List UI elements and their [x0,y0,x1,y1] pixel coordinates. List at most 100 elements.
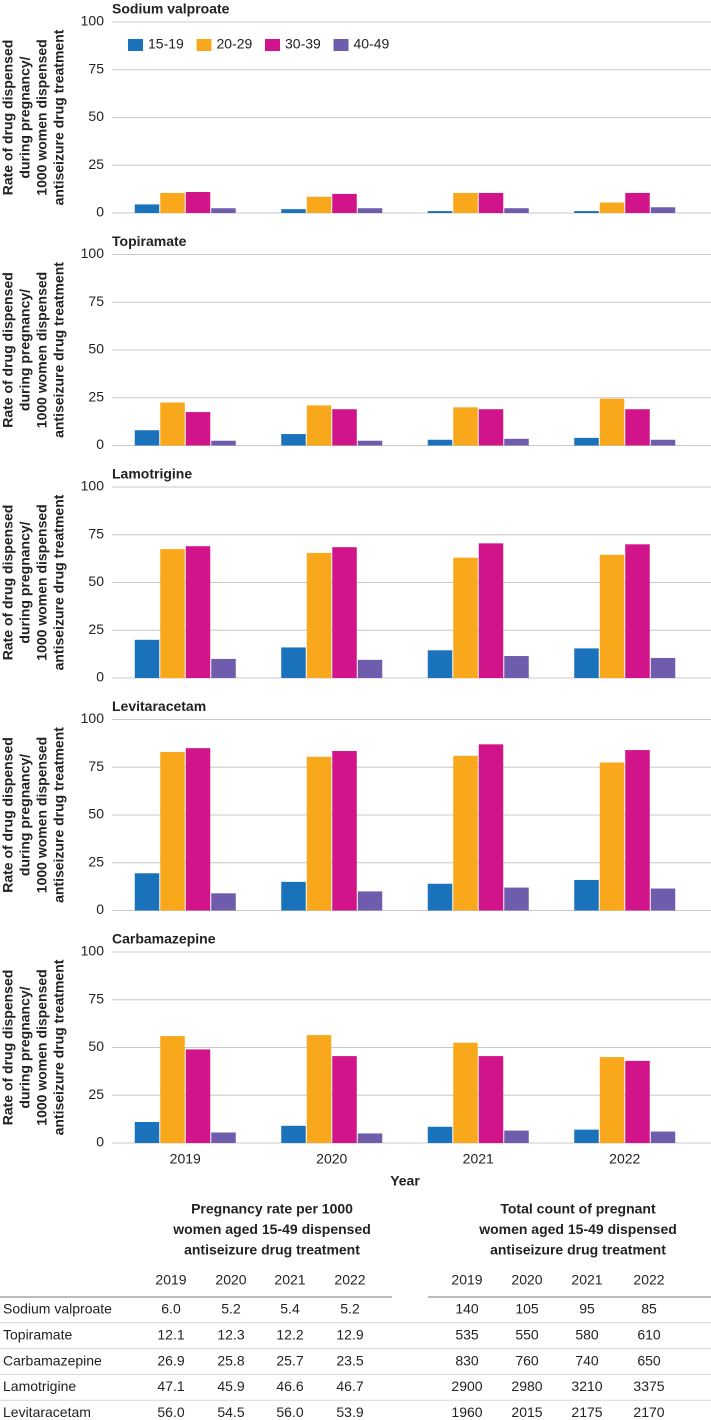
table-cell: 1960 [451,1404,482,1420]
bar [281,434,306,446]
y-axis-label: antiseizure drug treatment [51,727,67,903]
bar [453,557,478,678]
legend-swatch [265,39,280,51]
y-tick-label: 50 [88,573,104,589]
table-group-header: Pregnancy rate per 1000 [191,1201,353,1217]
bar [599,202,625,213]
legend-swatch [333,39,349,51]
table-column-header: 2020 [215,1272,246,1288]
legend-label: 30-39 [285,36,321,52]
panel-title: Levitaracetam [112,698,206,714]
bar [504,887,529,911]
y-axis-label: 1000 women dispensed [34,737,50,893]
y-axis-label: during pregnancy/ [17,986,33,1108]
bar [134,204,160,213]
y-axis-label: Rate of drug dispensed [0,272,16,428]
bar [211,658,236,678]
legend-swatch [128,39,143,51]
legend-label: 15-19 [148,36,184,52]
bar [650,888,676,911]
panel-title: Lamotrigine [112,466,192,482]
table-row-label: Topiramate [3,1327,72,1343]
y-tick-label: 25 [88,621,104,637]
x-axis-label: Year [390,1173,420,1189]
table-cell: 5.2 [340,1301,360,1317]
bar [160,402,185,446]
table-cell: 85 [641,1301,657,1317]
table-cell: 12.9 [336,1327,363,1343]
y-tick-label: 25 [88,1086,104,1102]
table-group-header: antiseizure drug treatment [184,1242,360,1258]
bar [574,648,599,678]
bar [599,762,625,911]
bar [306,552,332,678]
bar [599,554,625,678]
table-cell: 25.8 [217,1352,244,1368]
y-tick-label: 50 [88,108,104,124]
x-tick-label: 2022 [609,1151,640,1167]
table-cell: 580 [575,1327,599,1343]
table-cell: 2980 [511,1378,542,1394]
bar [574,211,599,213]
table-column-header: 2021 [571,1272,602,1288]
y-axis-label: antiseizure drug treatment [51,959,67,1135]
table-cell: 6.0 [161,1301,181,1317]
legend-swatch [196,39,212,51]
y-axis-label: Rate of drug dispensed [0,505,16,661]
bar [306,196,332,213]
table-cell: 550 [515,1327,539,1343]
table-row-label: Sodium valproate [3,1301,112,1317]
bar [160,751,185,911]
y-tick-label: 0 [96,669,104,685]
bar [453,1042,478,1143]
table-cell: 5.4 [280,1301,300,1317]
panel-title: Topiramate [112,233,187,249]
bar [185,191,211,213]
table-cell: 3210 [571,1378,602,1394]
bar [453,407,478,446]
bar [478,543,504,678]
bar [504,656,529,678]
bar [211,208,236,213]
table-cell: 610 [637,1327,661,1343]
table-cell: 3375 [633,1378,664,1394]
bar [625,544,650,678]
bar [211,440,236,446]
y-tick-label: 25 [88,853,104,869]
bar [306,405,332,446]
bar [504,208,529,213]
bar [306,756,332,911]
table-group-header: women aged 15-49 dispensed [172,1221,371,1237]
table-group-header: Total count of pregnant [500,1201,656,1217]
y-tick-label: 50 [88,806,104,822]
bar [504,1130,529,1143]
bar [211,1132,236,1143]
table-cell: 12.1 [157,1327,184,1343]
table-row-label: Carbamazepine [3,1352,102,1368]
bar [478,1056,504,1143]
table-cell: 5.2 [221,1301,241,1317]
bar [427,1126,453,1143]
x-tick-label: 2020 [316,1151,347,1167]
table-cell: 2015 [511,1404,542,1420]
bar [134,873,160,911]
bar [211,893,236,911]
table-row-label: Levitaracetam [3,1404,91,1420]
bar [357,891,383,911]
table-cell: 12.3 [217,1327,244,1343]
bar [427,439,453,446]
table-cell: 25.7 [276,1352,303,1368]
bar [625,192,650,213]
bar [478,192,504,213]
bar [160,192,185,213]
bar [332,547,357,678]
table-cell: 26.9 [157,1352,184,1368]
y-axis-label: Rate of drug dispensed [0,970,16,1126]
bar [625,1060,650,1143]
bar [332,1056,357,1143]
bar [599,1057,625,1143]
y-tick-label: 75 [88,990,104,1006]
bar [574,879,599,911]
table-column-header: 2021 [274,1272,305,1288]
